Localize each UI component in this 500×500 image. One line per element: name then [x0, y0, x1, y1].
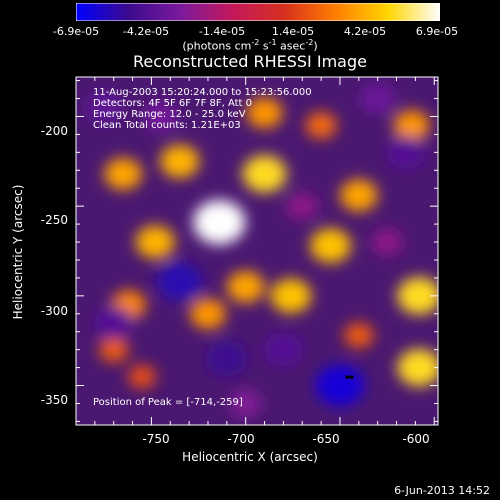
y-axis-label: Heliocentric Y (arcsec): [11, 184, 25, 320]
emission-source: [160, 144, 200, 178]
negative-residual: [359, 83, 396, 114]
colorbar-units: (photons cm-2 s-1 asec-2): [182, 38, 318, 53]
negative-residual: [315, 364, 365, 407]
negative-residual: [156, 262, 203, 301]
colorbar-tick-label: 1.4e-05: [271, 25, 315, 38]
emission-source: [270, 278, 312, 314]
plot-frame: [75, 76, 439, 426]
y-tick-label: -250: [40, 213, 68, 227]
emission-source: [226, 270, 265, 303]
peak-position-label: Position of Peak = [-714,-259]: [93, 397, 243, 408]
peak-marker: [345, 375, 354, 379]
emission-source: [189, 298, 226, 330]
emission-source: [98, 337, 129, 363]
timestamp: 6-Jun-2013 14:52: [394, 484, 490, 497]
chart-title: Reconstructed RHESSI Image: [133, 52, 367, 71]
emission-source: [397, 348, 438, 387]
emission-source: [193, 200, 246, 245]
emission-source: [246, 97, 283, 129]
colorbar: [76, 3, 440, 21]
emission-source: [127, 364, 156, 389]
negative-residual: [85, 91, 124, 124]
energy-range-label: Energy Range: 12.0 - 25.0 keV: [93, 109, 246, 120]
y-tick-label: -200: [40, 124, 68, 138]
negative-residual: [229, 389, 263, 418]
x-tick-label: -650: [312, 432, 340, 446]
x-tick-label: -700: [227, 432, 255, 446]
x-axis-label: Heliocentric X (arcsec): [182, 450, 318, 464]
negative-residual: [371, 228, 403, 256]
colorbar-tick-label: -1.4e-05: [198, 25, 246, 38]
emission-source: [344, 322, 374, 348]
negative-residual: [205, 340, 249, 377]
x-tick-label: -600: [402, 432, 430, 446]
colorbar-tick-label: -4.2e-05: [122, 25, 170, 38]
emission-source: [397, 277, 438, 315]
emission-source: [305, 112, 337, 139]
emission-source: [310, 228, 351, 263]
emission-source: [393, 110, 430, 141]
negative-residual: [94, 306, 134, 340]
clean-counts-label: Clean Total counts: 1.21E+03: [93, 120, 241, 131]
detectors-label: Detectors: 4F 5F 6F 7F 8F, Att 0: [93, 98, 253, 109]
emission-source: [104, 157, 142, 190]
emission-source: [135, 225, 175, 259]
negative-residual: [286, 192, 318, 220]
emission-source: [340, 179, 378, 212]
colorbar-tick-label: 4.2e-05: [343, 25, 387, 38]
y-tick-label: -300: [40, 304, 68, 318]
y-tick-label: -350: [40, 393, 68, 407]
colorbar-tick-label: -6.9e-05: [52, 25, 100, 38]
x-tick-label: -750: [142, 432, 170, 446]
colorbar-tick-label: 6.9e-05: [415, 25, 459, 38]
emission-source: [242, 155, 287, 193]
negative-residual: [143, 101, 179, 132]
negative-residual: [263, 332, 303, 367]
time-range-label: 11-Aug-2003 15:20:24.000 to 15:23:56.000: [93, 87, 312, 98]
negative-residual: [386, 135, 426, 170]
